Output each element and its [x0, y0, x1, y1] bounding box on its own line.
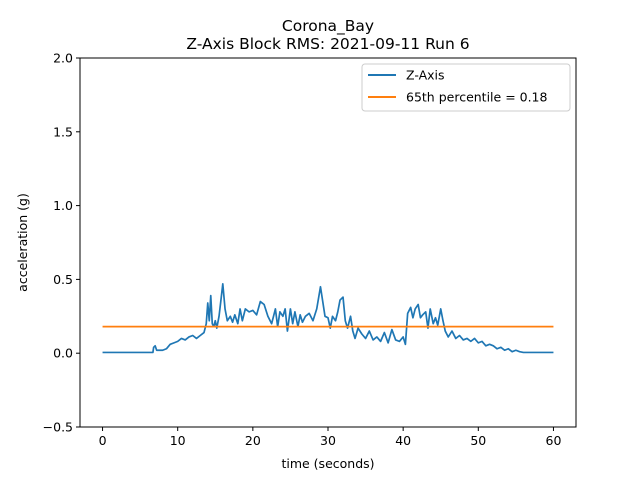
- legend-label-z-axis: Z-Axis: [406, 68, 445, 83]
- x-tick-label: 40: [395, 433, 411, 448]
- plot-area: [102, 282, 554, 354]
- legend-box: [361, 63, 571, 112]
- y-tick-label: 1.5: [53, 124, 73, 139]
- x-tick-label: 0: [99, 433, 107, 448]
- y-tick-label: 0.0: [53, 346, 73, 361]
- x-tick-label: 50: [470, 433, 486, 448]
- y-axis: −0.5 0.0 0.5 1.0 1.5 2.0: [43, 51, 80, 435]
- y-tick-label: 1.0: [53, 198, 73, 213]
- x-axis: 0 10 20 30 40 50 60: [99, 427, 562, 448]
- chart-subtitle: Z-Axis Block RMS: 2021-09-11 Run 6: [186, 35, 469, 53]
- x-tick-label: 10: [170, 433, 186, 448]
- chart-title: Corona_Bay: [282, 17, 374, 36]
- y-axis-label: acceleration (g): [15, 193, 30, 292]
- y-tick-label: −0.5: [43, 420, 73, 435]
- y-tick-label: 2.0: [53, 51, 73, 66]
- x-axis-label: time (seconds): [281, 456, 374, 471]
- legend: Z-Axis 65th percentile = 0.18: [361, 63, 571, 112]
- x-tick-label: 60: [546, 433, 562, 448]
- x-tick-label: 20: [245, 433, 261, 448]
- series-line-z-axis: [102, 282, 554, 354]
- x-tick-label: 30: [320, 433, 336, 448]
- legend-label-percentile: 65th percentile = 0.18: [406, 90, 548, 105]
- y-tick-label: 0.5: [53, 272, 73, 287]
